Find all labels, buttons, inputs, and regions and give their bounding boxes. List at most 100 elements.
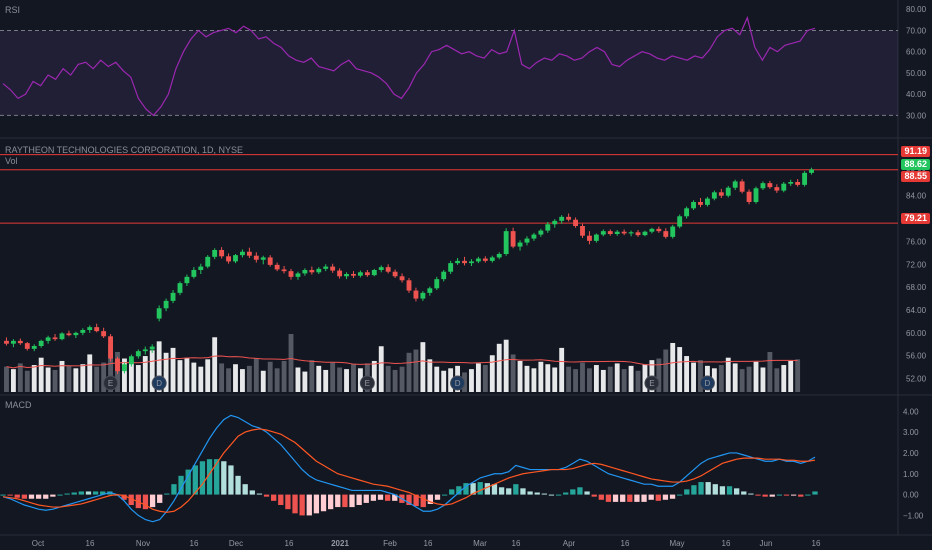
volume-bar <box>73 368 79 392</box>
macd-histogram-bar <box>392 494 398 501</box>
macd-histogram-bar <box>805 494 811 496</box>
earnings-dividend-marker[interactable]: D <box>699 375 715 391</box>
candle-body <box>66 333 72 336</box>
candle-body <box>670 226 676 237</box>
candle-body <box>788 182 794 184</box>
macd-histogram-bar <box>798 494 804 497</box>
candle-body <box>462 260 467 264</box>
candle-body <box>524 238 530 243</box>
marker-circle <box>103 375 119 391</box>
macd-histogram-bar <box>719 486 726 495</box>
price-tick-label: 84.00 <box>906 192 927 201</box>
time-axis-label: Dec <box>229 539 243 548</box>
volume-bar <box>177 360 183 392</box>
macd-histogram-bar <box>712 484 718 495</box>
candle-body <box>38 340 44 346</box>
macd-histogram-bar <box>342 494 348 508</box>
rsi-tick-label: 30.00 <box>906 111 927 120</box>
candle-body <box>108 336 114 359</box>
candle-body <box>802 172 808 185</box>
volume-bar <box>496 343 502 392</box>
macd-histogram-bar <box>199 461 206 495</box>
volume-bar <box>385 365 391 392</box>
macd-histogram-bar <box>555 494 562 496</box>
volume-bar <box>135 365 141 392</box>
macd-histogram-bar <box>463 483 469 495</box>
earnings-dividend-marker[interactable]: D <box>151 375 167 391</box>
macd-histogram-bar <box>370 494 377 501</box>
candle-body <box>59 333 65 340</box>
candle-body <box>725 187 731 196</box>
earnings-dividend-marker[interactable]: D <box>450 375 466 391</box>
candle-body <box>344 274 349 277</box>
candle-body <box>503 231 509 254</box>
candle-body <box>684 208 690 217</box>
candle-body <box>31 346 37 349</box>
marker-label: E <box>365 379 370 388</box>
earnings-dividend-marker[interactable]: E <box>359 375 375 391</box>
earnings-dividend-marker[interactable]: E <box>103 375 119 391</box>
candle-body <box>323 266 329 269</box>
volume-bar <box>531 368 537 392</box>
candle-body <box>281 269 287 272</box>
candle-body <box>587 235 592 241</box>
candle-body <box>4 340 9 344</box>
volume-bar <box>684 356 690 392</box>
candle-body <box>205 256 211 267</box>
volume-bar <box>767 351 773 392</box>
volume-bar <box>212 337 218 392</box>
macd-pane-title: MACD <box>5 400 32 410</box>
macd-histogram-bar <box>335 494 341 508</box>
volume-bar <box>420 342 426 392</box>
macd-histogram-bar <box>584 491 590 495</box>
macd-histogram-bar <box>413 494 419 507</box>
time-axis-label: May <box>669 539 684 548</box>
candle-body <box>767 183 773 188</box>
volume-bar <box>406 352 412 392</box>
macd-histogram-bar <box>14 494 20 498</box>
macd-histogram-bar <box>420 494 426 508</box>
candle-body <box>170 292 176 301</box>
candle-body <box>531 234 537 239</box>
time-axis-label: 16 <box>812 539 821 548</box>
macd-histogram-bar <box>57 494 63 496</box>
candle-body <box>434 279 440 289</box>
macd-histogram-bar <box>142 494 149 510</box>
volume-bar <box>233 364 238 392</box>
macd-histogram-bar <box>776 494 783 496</box>
volume-bar <box>739 369 745 392</box>
candle-body <box>10 340 16 344</box>
volume-bar <box>434 366 440 392</box>
volume-bar <box>309 360 315 392</box>
earnings-dividend-marker[interactable]: E <box>644 375 660 391</box>
candle-body <box>115 358 120 372</box>
macd-histogram-bar <box>684 489 690 495</box>
volume-bar <box>746 366 752 392</box>
macd-histogram-bar <box>299 494 305 516</box>
volume-bar <box>489 355 495 392</box>
volume-bar <box>344 369 349 392</box>
candle-body <box>288 271 294 277</box>
candle-body <box>73 332 79 336</box>
volume-bar <box>482 365 488 392</box>
macd-histogram-bar <box>498 487 505 495</box>
signal-line <box>2 428 816 513</box>
candle-body <box>489 257 495 261</box>
candle-body <box>52 337 58 340</box>
volume-bar <box>191 362 197 392</box>
candle-body <box>469 261 474 264</box>
macd-histogram-bar <box>769 494 775 497</box>
candle-body <box>177 283 183 293</box>
macd-histogram-bar <box>734 488 740 495</box>
candle-body <box>593 234 599 241</box>
volume-bar <box>517 360 523 392</box>
macd-histogram-bar <box>790 494 797 496</box>
candle-body <box>357 272 363 276</box>
candle-body <box>309 270 315 273</box>
macd-histogram-bar <box>484 483 490 495</box>
main-pane-title[interactable]: RAYTHEON TECHNOLOGIES CORPORATION, 1D, N… <box>5 145 244 155</box>
macd-histogram-bar <box>570 489 576 495</box>
volume-bar <box>31 365 37 392</box>
volume-bar <box>253 358 259 392</box>
